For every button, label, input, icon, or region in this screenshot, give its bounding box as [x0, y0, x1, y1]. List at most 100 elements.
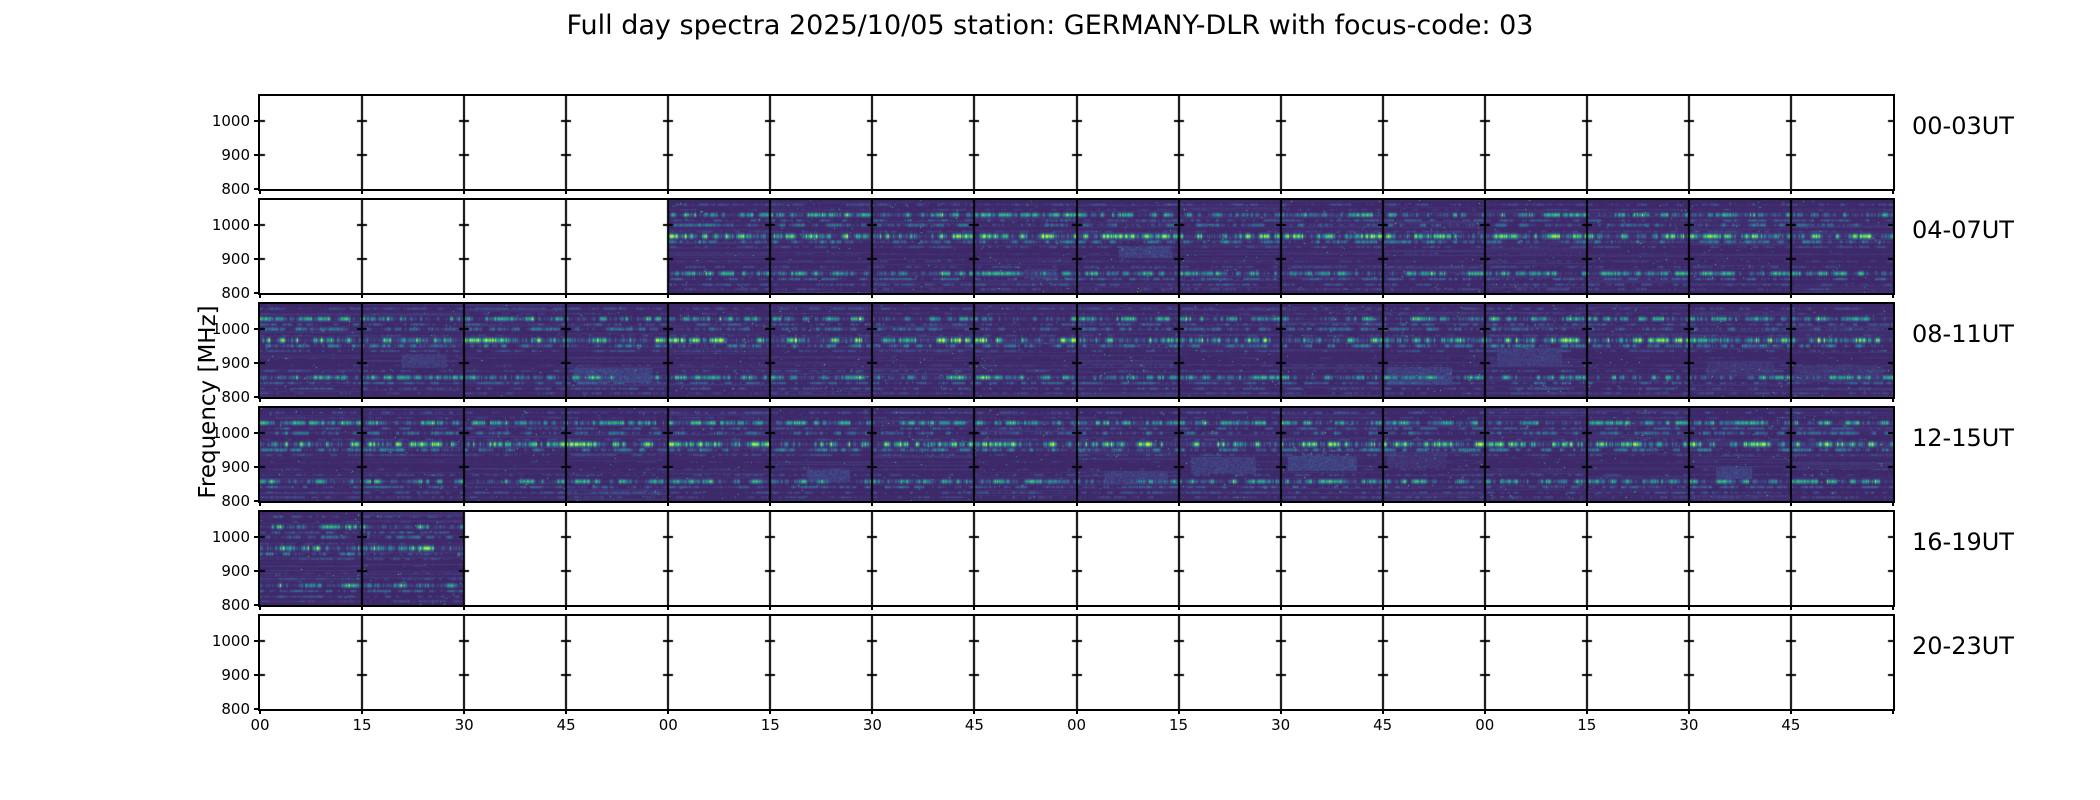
freq-tick-label: 800 [221, 180, 250, 198]
freq-tick-label: 1000 [211, 111, 250, 130]
freq-tick-mark [254, 500, 259, 502]
time-tick-mark [1483, 502, 1486, 506]
time-tick-mark [1483, 710, 1486, 714]
freq-tick-mark [254, 153, 259, 156]
time-tick-mark [1687, 502, 1690, 506]
freq-tick-mark [254, 465, 259, 468]
time-tick-label: 30 [454, 716, 474, 734]
freq-tick-mark [254, 396, 259, 398]
row-ut-label: 16-19UT [1912, 528, 2014, 556]
time-tick-mark [1279, 502, 1282, 506]
time-tick-mark [1585, 294, 1588, 298]
time-tick-mark [1279, 710, 1282, 714]
time-tick-mark [565, 502, 568, 506]
time-tick-mark [361, 710, 364, 714]
time-tick-mark [361, 398, 364, 402]
time-tick-mark [1789, 710, 1792, 714]
time-tick-mark [667, 606, 670, 610]
time-tick-mark [1585, 398, 1588, 402]
time-tick-mark [667, 294, 670, 298]
spectra-row-panel [258, 198, 1895, 295]
time-tick-mark [973, 502, 976, 506]
time-tick-mark [769, 502, 772, 506]
freq-tick-label: 800 [221, 284, 250, 302]
time-tick-mark [1177, 294, 1180, 298]
time-tick-mark [565, 398, 568, 402]
time-tick-mark [463, 398, 466, 402]
time-tick-mark [769, 606, 772, 610]
time-tick-mark [1381, 190, 1384, 194]
freq-tick-label: 800 [221, 492, 250, 510]
spectrogram-canvas-row2 [260, 304, 1893, 397]
time-tick-mark [871, 606, 874, 610]
freq-tick-mark [254, 119, 259, 122]
time-tick-mark [667, 398, 670, 402]
freq-tick-label: 1000 [211, 215, 250, 234]
time-tick-label: 00 [250, 716, 270, 734]
time-tick-mark [871, 294, 874, 298]
time-tick-mark [973, 398, 976, 402]
time-tick-label: 15 [760, 716, 780, 734]
freq-tick-mark [254, 535, 259, 538]
spectra-row-panel [258, 94, 1895, 191]
time-tick-mark [1483, 398, 1486, 402]
freq-tick-label: 900 [221, 353, 250, 372]
time-tick-label: 45 [556, 716, 576, 734]
spectrogram-canvas-row3 [260, 408, 1893, 501]
time-tick-mark [769, 710, 772, 714]
time-tick-mark [565, 606, 568, 610]
time-tick-mark [1892, 294, 1894, 298]
spectrogram-canvas-row1 [260, 200, 1893, 293]
freq-tick-label: 1000 [211, 527, 250, 546]
time-tick-mark [1892, 710, 1894, 714]
time-tick-label: 45 [964, 716, 984, 734]
chart-title: Full day spectra 2025/10/05 station: GER… [566, 10, 1534, 41]
time-tick-mark [259, 398, 261, 402]
time-tick-mark [1789, 606, 1792, 610]
time-tick-label: 45 [1781, 716, 1801, 734]
freq-tick-label: 900 [221, 561, 250, 580]
spectra-row-panel [258, 406, 1895, 503]
time-tick-mark [1075, 190, 1078, 194]
freq-tick-mark [254, 639, 259, 642]
time-tick-mark [463, 710, 466, 714]
freq-tick-label: 800 [221, 596, 250, 614]
time-tick-label: 00 [1475, 716, 1495, 734]
time-tick-mark [1075, 294, 1078, 298]
time-tick-mark [769, 190, 772, 194]
spectrogram-canvas-row0 [260, 96, 1893, 189]
time-tick-mark [565, 190, 568, 194]
time-tick-mark [871, 398, 874, 402]
time-tick-mark [565, 294, 568, 298]
time-tick-label: 15 [1169, 716, 1189, 734]
time-tick-label: 45 [1373, 716, 1393, 734]
time-tick-mark [259, 190, 261, 194]
time-tick-mark [1177, 398, 1180, 402]
time-tick-mark [361, 190, 364, 194]
time-tick-mark [973, 710, 976, 714]
time-tick-mark [1381, 606, 1384, 610]
time-tick-label: 30 [1679, 716, 1699, 734]
time-tick-mark [1075, 710, 1078, 714]
row-ut-label: 00-03UT [1912, 112, 2014, 140]
time-tick-mark [259, 606, 261, 610]
time-tick-mark [1075, 606, 1078, 610]
time-tick-mark [871, 710, 874, 714]
time-tick-mark [1483, 190, 1486, 194]
time-tick-label: 00 [1066, 716, 1087, 734]
time-tick-label: 30 [1271, 716, 1291, 734]
time-tick-mark [1075, 398, 1078, 402]
freq-tick-mark [254, 361, 259, 364]
time-tick-mark [973, 294, 976, 298]
time-tick-mark [1789, 398, 1792, 402]
time-tick-mark [871, 502, 874, 506]
time-tick-mark [1279, 398, 1282, 402]
time-tick-mark [1687, 190, 1690, 194]
time-tick-mark [1687, 294, 1690, 298]
time-tick-mark [463, 294, 466, 298]
time-tick-mark [463, 190, 466, 194]
time-tick-label: 00 [658, 716, 678, 734]
row-ut-label: 08-11UT [1912, 320, 2014, 348]
time-tick-mark [1381, 398, 1384, 402]
time-tick-mark [361, 502, 364, 506]
